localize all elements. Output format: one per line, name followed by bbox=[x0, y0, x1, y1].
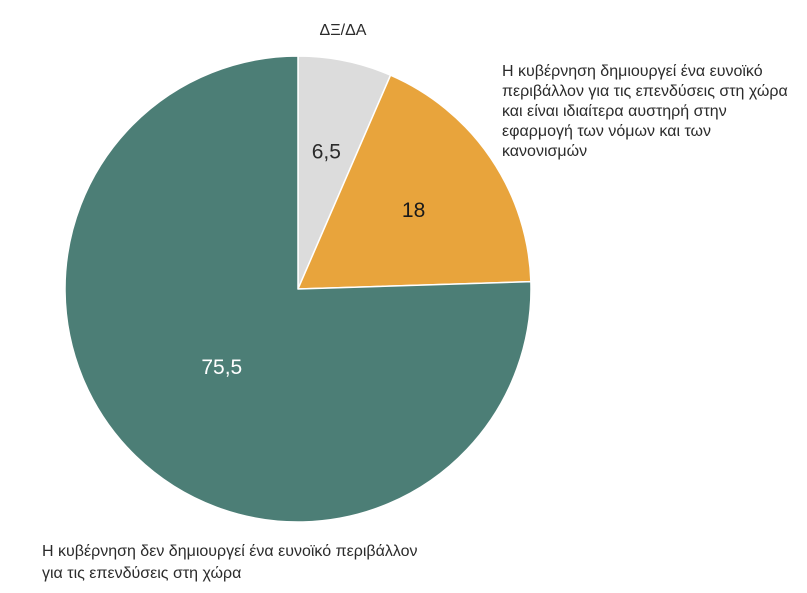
label-favorable-strict-line-2: περιβάλλον για τις επενδύσεις στη χώρα bbox=[502, 83, 788, 100]
value-dk-na: 6,5 bbox=[312, 141, 341, 164]
value-favorable-strict: 18 bbox=[402, 199, 425, 222]
slice-not-favorable bbox=[64, 55, 532, 523]
label-not-favorable-line-2: για τις επενδύσεις στη χώρα bbox=[42, 565, 241, 582]
label-favorable-strict-line-3: και είναι ιδιαίτερα αυστηρή στην bbox=[502, 103, 727, 120]
label-not-favorable: Η κυβέρνηση δεν δημιουργεί ένα ευνοϊκό π… bbox=[42, 543, 418, 582]
slice-favorable-strict bbox=[297, 74, 532, 290]
pie-value-labels: 6,5 18 75,5 bbox=[201, 141, 425, 380]
label-favorable-strict-line-4: εφαρμογή των νόμων και των bbox=[502, 123, 711, 140]
label-dk-na: ΔΞ/ΔΑ bbox=[320, 22, 367, 39]
label-favorable-strict-line-1: Η κυβέρνηση δημιουργεί ένα ευνοϊκό bbox=[502, 63, 763, 80]
label-not-favorable-line-1: Η κυβέρνηση δεν δημιουργεί ένα ευνοϊκό π… bbox=[42, 543, 418, 560]
pie-slices bbox=[64, 55, 532, 523]
label-favorable-strict-line-5: κανονισμών bbox=[502, 143, 587, 160]
value-not-favorable: 75,5 bbox=[201, 356, 242, 379]
label-favorable-strict: Η κυβέρνηση δημιουργεί ένα ευνοϊκό περιβ… bbox=[502, 63, 788, 160]
